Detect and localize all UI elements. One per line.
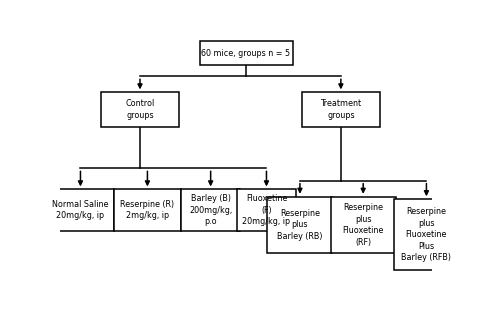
FancyBboxPatch shape	[47, 189, 114, 231]
Text: Reserpine
plus
Fluoxetine
(RF): Reserpine plus Fluoxetine (RF)	[343, 203, 384, 247]
FancyBboxPatch shape	[181, 189, 240, 231]
Text: Control
groups: Control groups	[125, 99, 155, 120]
FancyBboxPatch shape	[302, 92, 380, 127]
FancyBboxPatch shape	[114, 189, 181, 231]
FancyBboxPatch shape	[101, 92, 179, 127]
FancyBboxPatch shape	[200, 41, 292, 65]
Text: Reserpine (R)
2mg/kg, ip: Reserpine (R) 2mg/kg, ip	[120, 200, 175, 220]
Text: Barley (B)
200mg/kg,
p.o: Barley (B) 200mg/kg, p.o	[189, 194, 232, 226]
Text: Normal Saline
20mg/kg, ip: Normal Saline 20mg/kg, ip	[52, 200, 108, 220]
Text: Treatment
groups: Treatment groups	[320, 99, 361, 120]
FancyBboxPatch shape	[267, 197, 333, 253]
Text: Reserpine
plus
Barley (RB): Reserpine plus Barley (RB)	[277, 209, 323, 241]
FancyBboxPatch shape	[237, 189, 296, 231]
Text: 60 mice, groups n = 5: 60 mice, groups n = 5	[202, 48, 290, 57]
Text: Reserpine
plus
Fluoxetine
Plus
Barley (RFB): Reserpine plus Fluoxetine Plus Barley (R…	[401, 207, 451, 262]
FancyBboxPatch shape	[394, 199, 459, 271]
Text: Fluoxetine
(F)
20mg/kg, ip: Fluoxetine (F) 20mg/kg, ip	[242, 194, 290, 226]
FancyBboxPatch shape	[331, 197, 396, 253]
